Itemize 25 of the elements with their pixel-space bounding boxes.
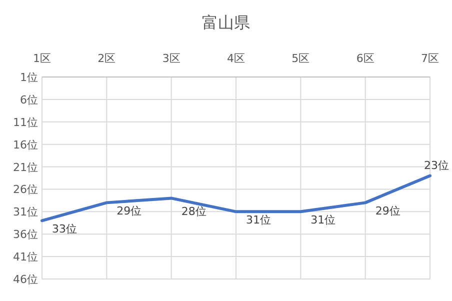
x-tick-label: 1区 bbox=[33, 52, 51, 65]
data-label: 31位 bbox=[310, 214, 336, 227]
x-tick-label: 2区 bbox=[98, 52, 116, 65]
x-tick-label: 5区 bbox=[292, 52, 310, 65]
x-tick-label: 7区 bbox=[421, 52, 439, 65]
y-tick-label: 1位 bbox=[20, 71, 38, 84]
y-tick-label: 36位 bbox=[13, 228, 38, 242]
y-tick-label: 16位 bbox=[13, 138, 38, 152]
data-label: 29位 bbox=[116, 204, 142, 218]
data-label: 31位 bbox=[246, 214, 271, 227]
y-tick-label: 6位 bbox=[20, 93, 38, 106]
y-tick-label: 31位 bbox=[13, 206, 38, 219]
data-label: 33位 bbox=[52, 222, 77, 236]
data-label: 28位 bbox=[181, 205, 206, 218]
data-label: 23位 bbox=[424, 158, 449, 172]
y-tick-label: 21位 bbox=[13, 160, 38, 174]
x-tick-label: 3区 bbox=[162, 52, 180, 65]
x-tick-label: 4区 bbox=[227, 52, 245, 65]
y-tick-label: 26位 bbox=[13, 183, 38, 196]
y-tick-label: 46位 bbox=[13, 273, 38, 286]
x-tick-label: 6区 bbox=[356, 52, 374, 65]
y-tick-label: 11位 bbox=[13, 116, 38, 129]
y-tick-label: 41位 bbox=[13, 250, 38, 264]
chart-title: 富山県 bbox=[202, 13, 250, 32]
data-label: 29位 bbox=[375, 204, 400, 218]
